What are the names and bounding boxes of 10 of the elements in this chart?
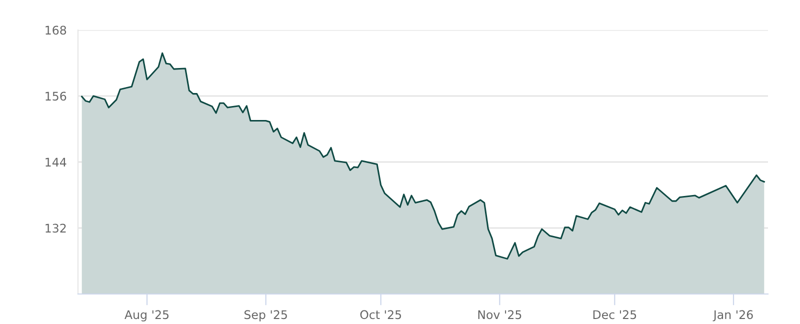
y-tick-label: 132 bbox=[46, 224, 66, 233]
x-tick-label: Oct '25 bbox=[360, 310, 402, 320]
x-tick-label: Jan '26 bbox=[712, 310, 753, 322]
y-tick-label: 144 bbox=[46, 158, 66, 166]
y-tick-label: 168 bbox=[46, 26, 66, 35]
x-tick-label: Aug '25 bbox=[124, 310, 169, 322]
x-tick-label: Dec '25 bbox=[593, 310, 636, 320]
x-tick-label: Nov '25 bbox=[478, 310, 522, 320]
y-tick-label: 156 bbox=[46, 92, 66, 101]
x-tick-label: Sep '25 bbox=[244, 310, 287, 322]
